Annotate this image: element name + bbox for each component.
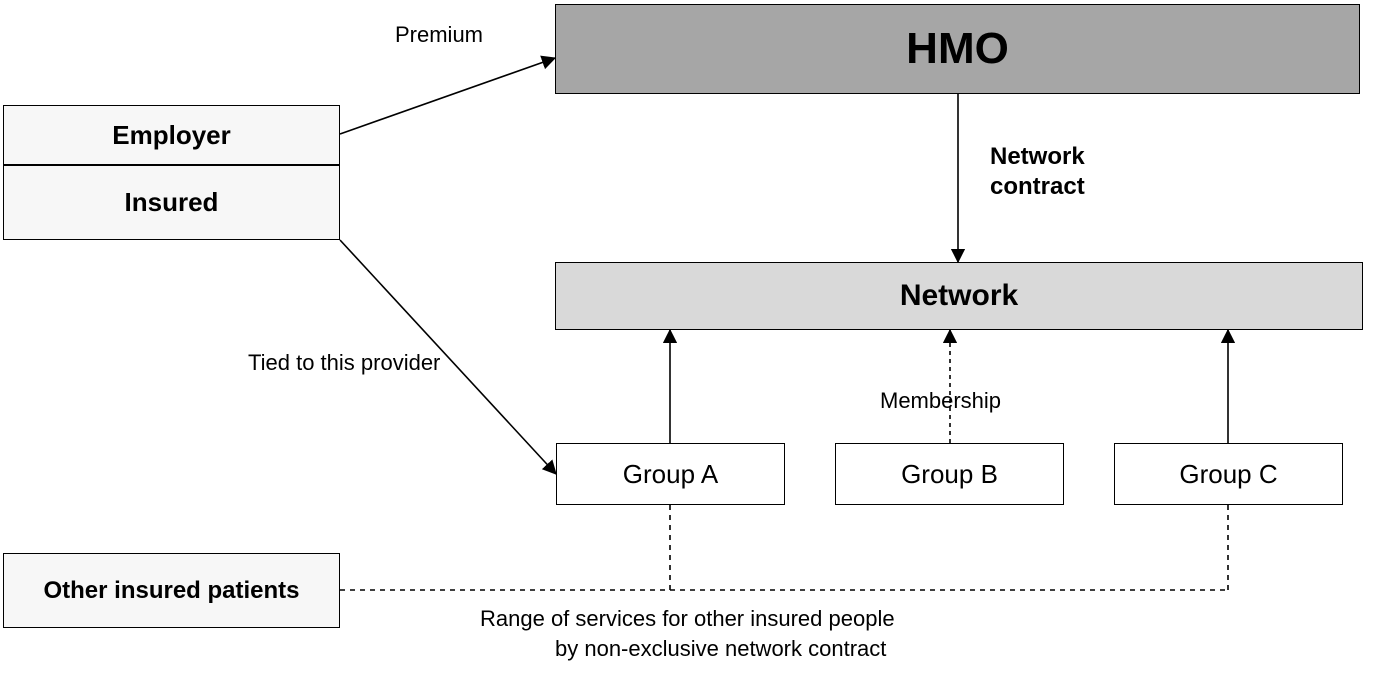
employer-label: Employer: [112, 120, 231, 151]
group-a-box: Group A: [556, 443, 785, 505]
premium-label: Premium: [395, 22, 483, 48]
group-b-box: Group B: [835, 443, 1064, 505]
insured-label: Insured: [125, 187, 219, 218]
network-label: Network: [900, 279, 1018, 313]
range-label-line1: Range of services for other insured peop…: [480, 606, 895, 632]
group-c-box: Group C: [1114, 443, 1343, 505]
group-c-label: Group C: [1179, 459, 1277, 490]
network-box: Network: [555, 262, 1363, 330]
tied-label: Tied to this provider: [248, 350, 440, 376]
employer-box: Employer: [3, 105, 340, 165]
range-label-line2: by non-exclusive network contract: [555, 636, 886, 662]
edge-employer-to-hmo: [340, 58, 555, 134]
membership-label: Membership: [880, 388, 1001, 414]
other-patients-label: Other insured patients: [43, 577, 299, 605]
other-patients-box: Other insured patients: [3, 553, 340, 628]
insured-box: Insured: [3, 165, 340, 240]
group-a-label: Group A: [623, 459, 718, 490]
network-contract-label: Network contract: [990, 142, 1085, 202]
hmo-box: HMO: [555, 4, 1360, 94]
group-b-label: Group B: [901, 459, 998, 490]
hmo-label: HMO: [906, 24, 1009, 74]
